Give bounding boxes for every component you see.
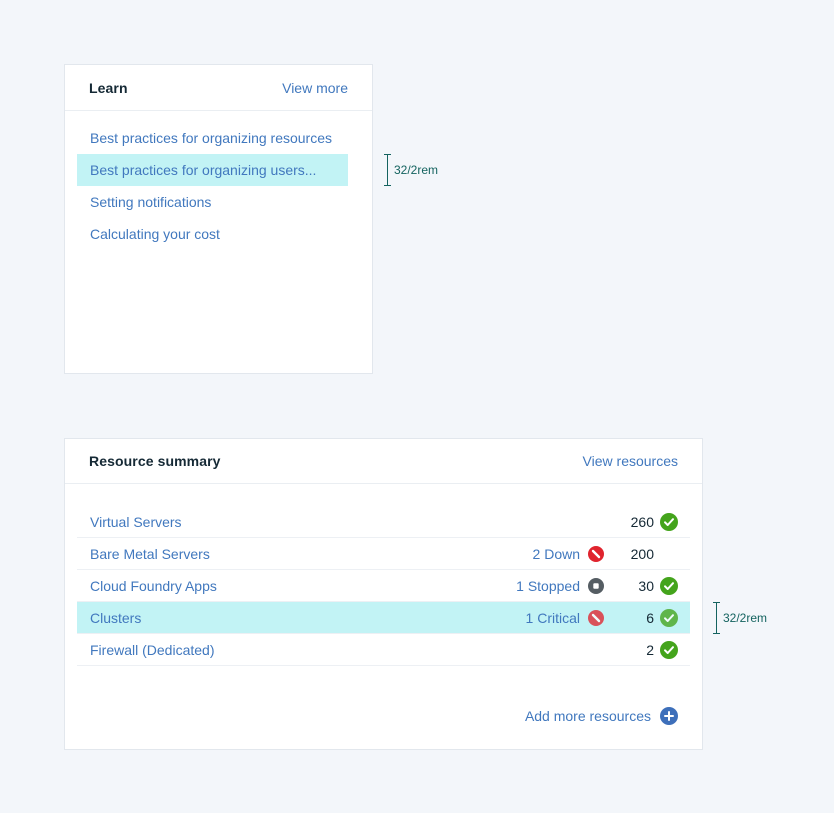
resource-count: 260	[630, 513, 654, 530]
resource-card-title: Resource summary	[89, 453, 221, 469]
resource-count: 2	[646, 641, 654, 658]
resource-name-link[interactable]: Firewall (Dedicated)	[90, 641, 215, 658]
resource-name-link[interactable]: Virtual Servers	[90, 513, 182, 530]
learn-card-header: Learn View more	[65, 65, 372, 111]
resource-status-label: 1 Stopped	[516, 577, 580, 594]
stopped-icon	[588, 577, 604, 594]
resource-name-link[interactable]: Bare Metal Servers	[90, 545, 210, 562]
view-more-link[interactable]: View more	[282, 79, 348, 96]
measure-bracket	[713, 602, 720, 634]
resource-name-link[interactable]: Clusters	[90, 609, 142, 626]
resource-status-link[interactable]: 1 Critical	[525, 609, 604, 626]
learn-card: Learn View more Best practices for organ…	[64, 64, 373, 374]
resource-table: Virtual Servers 260 Bare Metal Servers 2…	[65, 484, 702, 732]
resource-status-label: 1 Critical	[525, 609, 580, 626]
success-icon	[660, 640, 678, 659]
learn-card-title: Learn	[89, 79, 128, 96]
spacing-annotation-label: 32/2rem	[723, 611, 768, 625]
success-icon	[660, 576, 678, 595]
measure-bracket	[384, 154, 391, 186]
spacing-annotation: 32/2rem	[713, 602, 767, 634]
resource-count: 6	[646, 609, 654, 626]
table-row-highlighted[interactable]: Clusters 1 Critical 6	[77, 602, 690, 634]
resource-status-link[interactable]: 1 Stopped	[516, 577, 604, 594]
learn-list: Best practices for organizing resources …	[65, 111, 372, 250]
error-icon	[588, 609, 604, 626]
resource-name-link[interactable]: Cloud Foundry Apps	[90, 577, 217, 594]
resource-count: 30	[638, 577, 654, 594]
success-icon	[660, 512, 678, 531]
success-icon	[660, 608, 678, 627]
add-icon[interactable]	[660, 707, 678, 725]
error-icon	[588, 545, 604, 562]
learn-item[interactable]: Setting notifications	[90, 194, 212, 210]
view-resources-link[interactable]: View resources	[582, 453, 678, 469]
resource-status-link[interactable]: 2 Down	[532, 545, 604, 562]
learn-item[interactable]: Calculating your cost	[90, 226, 220, 242]
learn-item[interactable]: Best practices for organizing resources	[90, 130, 332, 146]
icon-spacer	[660, 545, 678, 563]
learn-item-highlighted[interactable]: Best practices for organizing users...	[77, 154, 348, 186]
table-row[interactable]: Cloud Foundry Apps 1 Stopped 30	[77, 570, 690, 602]
resource-summary-card: Resource summary View resources Virtual …	[64, 438, 703, 750]
resource-count: 200	[630, 545, 654, 562]
spacing-annotation-label: 32/2rem	[394, 163, 439, 177]
table-row[interactable]: Firewall (Dedicated) 2	[77, 634, 690, 666]
add-more-resources-link[interactable]: Add more resources	[524, 708, 651, 724]
spacing-annotation: 32/2rem	[384, 154, 438, 186]
resource-card-header: Resource summary View resources	[65, 439, 702, 484]
table-row[interactable]: Virtual Servers 260	[77, 506, 690, 538]
resource-status-label: 2 Down	[532, 545, 580, 562]
resource-card-footer: Add more resources	[65, 700, 702, 732]
table-row[interactable]: Bare Metal Servers 2 Down 200	[77, 538, 690, 570]
